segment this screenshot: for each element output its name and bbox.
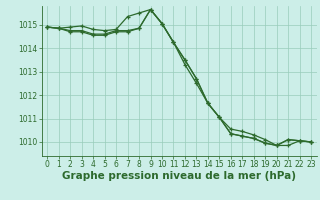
- X-axis label: Graphe pression niveau de la mer (hPa): Graphe pression niveau de la mer (hPa): [62, 171, 296, 181]
